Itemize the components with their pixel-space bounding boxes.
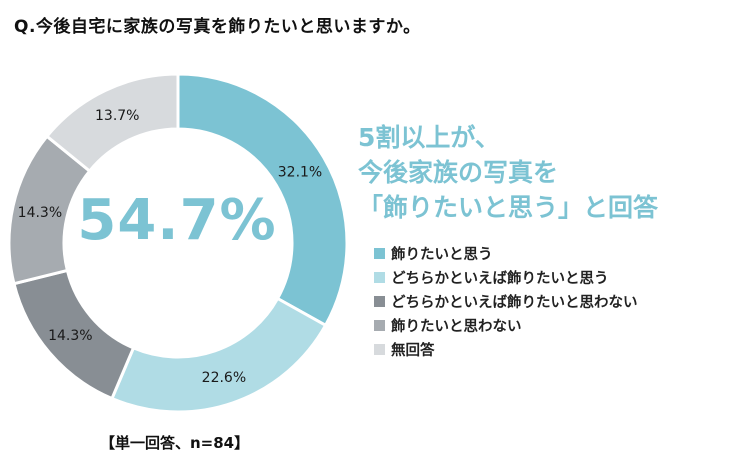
headline-line-1: 5割以上が、 xyxy=(358,123,500,152)
footnote: 【単一回答、n=84】 xyxy=(100,434,250,452)
legend-swatch xyxy=(374,343,385,355)
slice-label-2: 22.6% xyxy=(202,370,246,386)
legend-item-2: どちらかといえば飾りたいと思う xyxy=(374,265,638,289)
legend-item-5: 無回答 xyxy=(374,337,638,361)
legend-swatch xyxy=(374,319,385,331)
legend-item-4: 飾りたいと思わない xyxy=(374,313,638,337)
center-percentage: 54.7% xyxy=(77,188,277,253)
legend-swatch xyxy=(374,271,385,283)
slice-label-5: 13.7% xyxy=(95,108,139,124)
legend-label: どちらかといえば飾りたいと思わない xyxy=(391,294,638,311)
legend-label: どちらかといえば飾りたいと思う xyxy=(391,270,609,287)
legend-item-1: 飾りたいと思う xyxy=(374,241,638,265)
donut-slice-2 xyxy=(109,296,328,414)
legend-label: 無回答 xyxy=(391,342,435,359)
slice-label-3: 14.3% xyxy=(48,328,92,344)
slice-label-4: 14.3% xyxy=(18,205,62,221)
headline: 5割以上が、 今後家族の写真を 「飾りたいと思う」と回答 xyxy=(358,120,658,225)
legend-label: 飾りたいと思う xyxy=(391,246,493,263)
question-title: Q.今後自宅に家族の写真を飾りたいと思いますか。 xyxy=(14,17,421,37)
legend-label: 飾りたいと思わない xyxy=(391,318,522,335)
donut-slice-5 xyxy=(44,72,180,174)
legend: 飾りたいと思う どちらかといえば飾りたいと思う どちらかといえば飾りたいと思わな… xyxy=(374,241,638,361)
headline-line-2: 今後家族の写真を xyxy=(358,158,559,187)
legend-swatch xyxy=(374,247,385,259)
legend-item-3: どちらかといえば飾りたいと思わない xyxy=(374,289,638,313)
headline-line-3: 「飾りたいと思う」と回答 xyxy=(358,193,659,222)
legend-swatch xyxy=(374,295,385,307)
donut-slice-1 xyxy=(176,72,349,328)
slice-label-1: 32.1% xyxy=(278,164,322,180)
